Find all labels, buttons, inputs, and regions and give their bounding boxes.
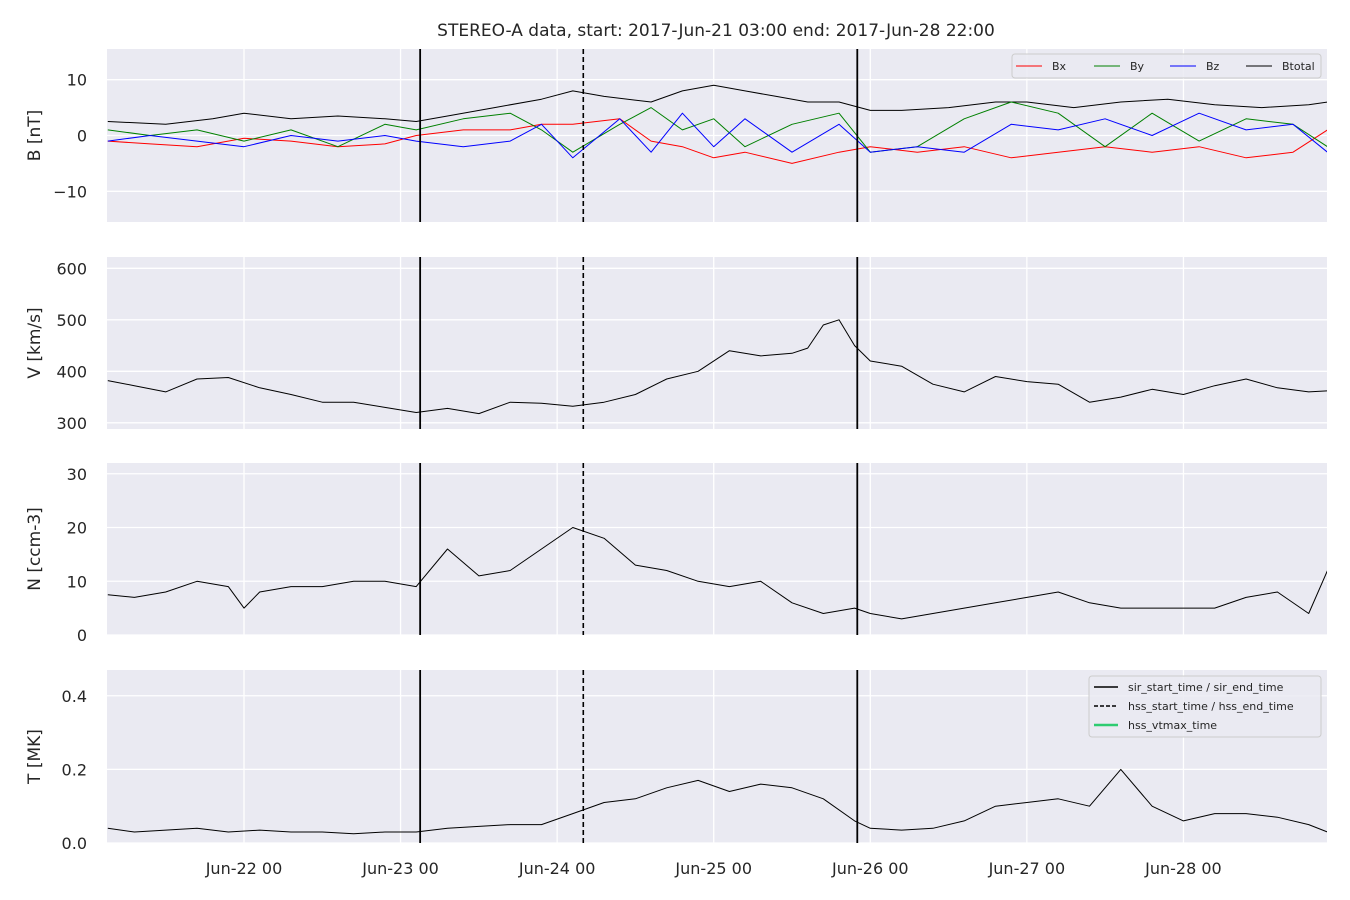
x-tick-label: Jun-24 00 [518,859,596,878]
panel-background [107,257,1327,429]
series-group [107,84,1327,164]
x-tick-label: Jun-23 00 [361,859,439,878]
panel-N: 0 10 20 30 N [ccm-3] [25,463,1327,645]
legend-label: sir_start_time / sir_end_time [1128,681,1284,694]
panel-B: −10 0 10 B [nT] Bx By Bz Btotal [25,49,1327,222]
legend-label: By [1130,60,1145,73]
x-tick-label: Jun-22 00 [205,859,283,878]
legend-events: sir_start_time / sir_end_time hss_start_t… [1088,675,1322,738]
series-line-bx [107,118,1327,164]
x-tick-label: Jun-25 00 [674,859,752,878]
y-tick-label: 0.2 [62,760,87,779]
series-group [107,319,1327,415]
x-tick-label: Jun-28 00 [1144,859,1222,878]
legend-label: hss_start_time / hss_end_time [1128,700,1294,713]
figure-title: STEREO-A data, start: 2017-Jun-21 03:00 … [437,21,995,41]
y-tick-label: 10 [67,572,87,591]
legend-b: Bx By Bz Btotal [1011,53,1322,79]
series-line-btotal [107,84,1327,125]
x-tick-label: Jun-26 00 [831,859,909,878]
panel-background [107,463,1327,635]
y-tick-label: −10 [53,182,87,201]
y-tick-label: 30 [67,465,87,484]
legend-label: Bz [1206,60,1220,73]
series-group [107,527,1327,620]
panel-T: 0.0 0.2 0.4 T [MK] sir_start_time / sir_end_… [25,670,1327,853]
legend-box [1011,53,1322,79]
y-tick-label: 0 [77,626,87,645]
y-axis-label: B [nT] [25,110,45,162]
legend-label: Bx [1052,60,1067,73]
y-tick-label: 600 [56,259,87,278]
y-tick-label: 400 [56,362,87,381]
y-axis-label: T [MK] [25,729,45,785]
legend-box [1088,675,1322,738]
y-axis-label: V [km/s] [25,307,45,378]
y-axis-label: N [ccm-3] [25,507,45,591]
y-tick-label: 10 [67,71,87,90]
y-tick-label: 300 [56,414,87,433]
series-line-t [107,768,1327,835]
y-tick-label: 0 [77,127,87,146]
series-group [107,768,1327,835]
series-line-bz [107,112,1327,159]
series-line-v [107,319,1327,415]
series-line-by [107,101,1327,153]
x-tick-labels: Jun-22 00 Jun-23 00 Jun-24 00 Jun-25 00 Jun-… [205,859,1222,878]
y-tick-label: 500 [56,311,87,330]
legend-label: Btotal [1282,60,1315,73]
y-tick-label: 0.0 [62,834,87,853]
legend-label: hss_vtmax_time [1128,719,1217,732]
series-line-n [107,527,1327,620]
panel-V: 300 400 500 600 V [km/s] [25,257,1327,433]
y-tick-label: 20 [67,519,87,538]
y-tick-label: 0.4 [62,687,87,706]
x-tick-label: Jun-27 00 [988,859,1066,878]
